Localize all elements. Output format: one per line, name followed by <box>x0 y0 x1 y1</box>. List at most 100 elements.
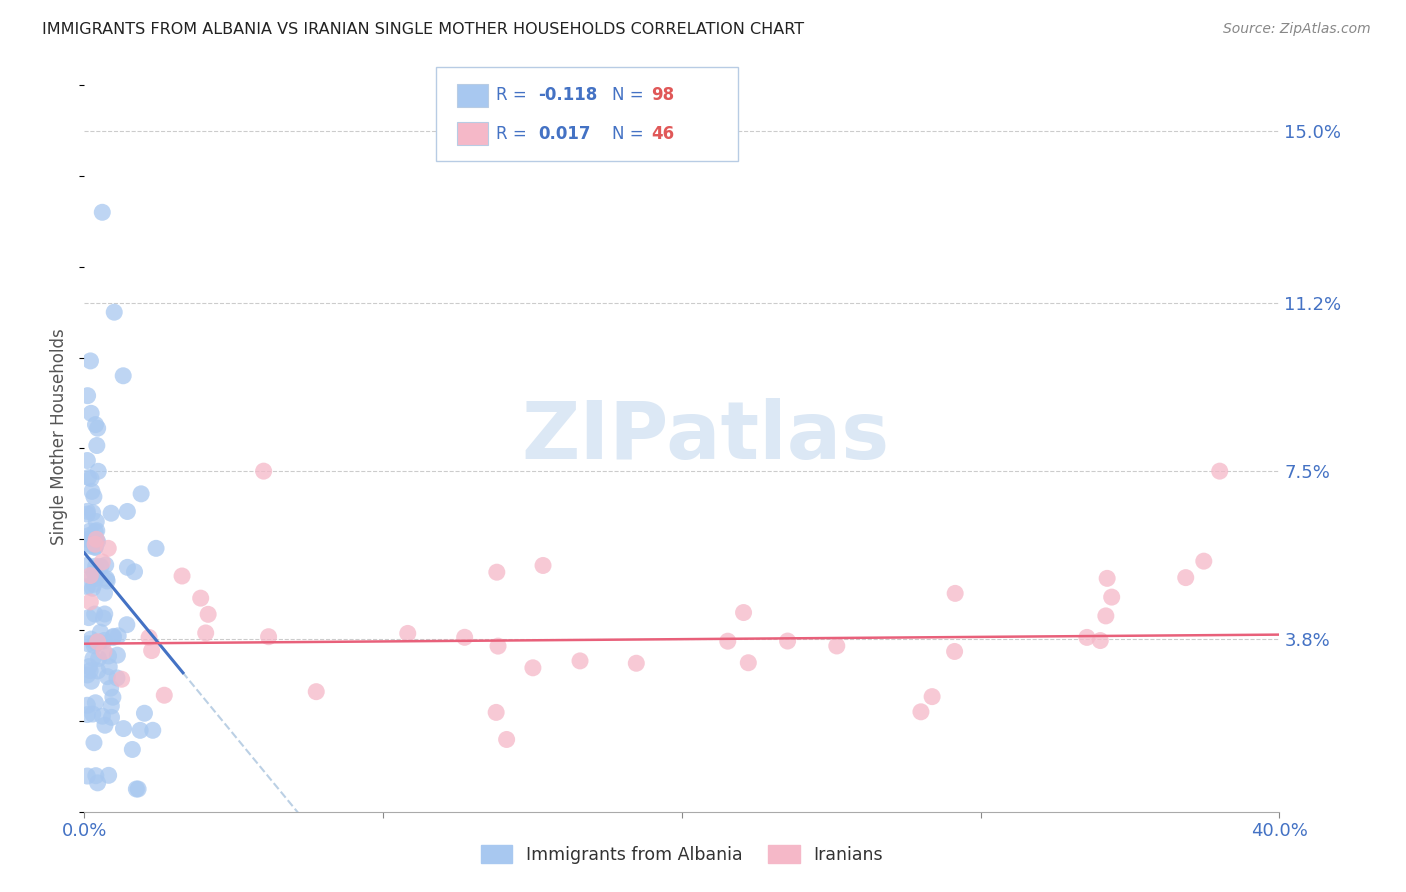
Point <box>453 630 475 644</box>
Point <box>76 580 98 594</box>
Point <box>100 506 122 520</box>
Point <box>89 625 111 640</box>
Point <box>90 559 112 574</box>
Point <box>1174 571 1197 585</box>
Point <box>77 659 100 673</box>
Point <box>76 558 98 573</box>
Point <box>84 572 107 586</box>
Point <box>943 644 966 658</box>
Point <box>76 453 98 467</box>
Point <box>197 607 219 622</box>
Point <box>105 648 128 662</box>
Point <box>79 524 101 538</box>
Point <box>80 539 103 553</box>
Y-axis label: Single Mother Households: Single Mother Households <box>51 329 69 545</box>
Point <box>96 574 118 588</box>
Point <box>83 607 105 621</box>
Point <box>76 668 98 682</box>
Point <box>83 639 105 653</box>
Point <box>717 634 740 648</box>
Point <box>79 595 101 609</box>
Point <box>84 537 107 551</box>
Point <box>94 718 117 732</box>
Point <box>80 674 103 689</box>
Text: 0.017: 0.017 <box>538 125 591 143</box>
Point <box>91 709 114 723</box>
Point <box>145 541 167 556</box>
Text: 46: 46 <box>651 125 673 143</box>
Point <box>77 637 100 651</box>
Point <box>91 555 114 569</box>
Point <box>110 672 132 686</box>
Point <box>93 607 115 621</box>
Point <box>84 769 107 783</box>
Text: Source: ZipAtlas.com: Source: ZipAtlas.com <box>1223 22 1371 37</box>
Point <box>94 558 117 572</box>
Point <box>117 560 139 574</box>
Point <box>86 634 108 648</box>
Point <box>83 577 105 591</box>
Point <box>129 723 152 738</box>
Point <box>84 417 107 432</box>
Point <box>76 698 98 713</box>
Point <box>79 664 101 678</box>
Point <box>125 782 148 797</box>
Point <box>87 464 110 478</box>
Point <box>1095 608 1118 623</box>
Point <box>89 635 111 649</box>
Point <box>84 635 107 649</box>
Point <box>194 626 217 640</box>
Point <box>522 661 544 675</box>
Point <box>82 581 104 595</box>
Point <box>103 629 125 643</box>
Point <box>112 722 135 736</box>
Point <box>485 706 508 720</box>
Point <box>1090 633 1112 648</box>
Point <box>124 565 146 579</box>
Point <box>1101 590 1123 604</box>
Point <box>1209 464 1232 478</box>
Point <box>77 528 100 542</box>
Point <box>86 421 108 435</box>
Point <box>96 670 118 684</box>
Point <box>87 651 110 665</box>
Point <box>1076 631 1098 645</box>
Point <box>257 630 280 644</box>
Point <box>485 565 508 579</box>
Text: ZIPatlas: ZIPatlas <box>522 398 890 476</box>
Point <box>190 591 212 606</box>
Point <box>84 541 107 555</box>
Point <box>396 626 419 640</box>
Point <box>97 541 120 556</box>
Point <box>737 656 759 670</box>
Point <box>77 470 100 484</box>
Point <box>138 631 160 645</box>
Point <box>84 515 107 529</box>
Point <box>96 572 118 586</box>
Point <box>253 464 276 478</box>
Point <box>531 558 554 573</box>
Point <box>80 472 103 486</box>
Point <box>129 487 152 501</box>
Point <box>100 710 122 724</box>
Point <box>84 524 107 539</box>
Point <box>305 684 328 698</box>
Text: IMMIGRANTS FROM ALBANIA VS IRANIAN SINGLE MOTHER HOUSEHOLDS CORRELATION CHART: IMMIGRANTS FROM ALBANIA VS IRANIAN SINGL… <box>42 22 804 37</box>
Point <box>84 696 107 710</box>
Point <box>112 368 135 383</box>
Point <box>776 634 799 648</box>
Point <box>80 632 103 646</box>
Point <box>76 536 98 550</box>
Point <box>76 389 98 403</box>
Point <box>82 506 104 520</box>
Point <box>86 534 108 549</box>
Point <box>100 681 122 696</box>
Point <box>486 639 509 653</box>
Point <box>93 586 115 600</box>
Point <box>86 524 108 538</box>
Point <box>142 723 165 738</box>
Legend: Immigrants from Albania, Iranians: Immigrants from Albania, Iranians <box>474 838 890 871</box>
Point <box>626 657 648 671</box>
Text: R =: R = <box>496 87 533 104</box>
Point <box>77 610 100 624</box>
